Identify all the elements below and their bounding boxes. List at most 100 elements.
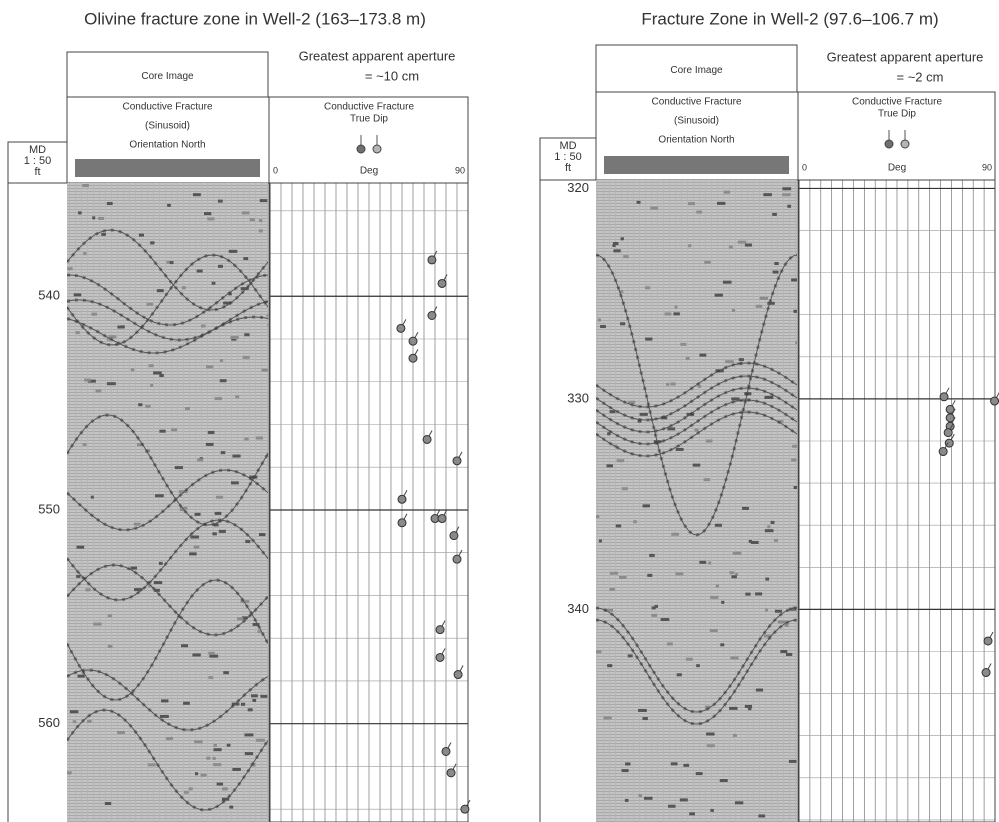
tadpole: [438, 515, 446, 523]
fracture-header: Conductive Fracture: [651, 97, 741, 108]
core-speckle: [620, 322, 625, 325]
core-speckle: [194, 546, 200, 549]
core-speckle: [623, 255, 628, 258]
core-speckle: [197, 459, 203, 462]
core-speckle: [645, 338, 652, 341]
tadpole: [398, 519, 406, 527]
core-speckle: [85, 588, 90, 591]
core-speckle: [195, 513, 201, 516]
core-speckle: [213, 763, 221, 766]
core-speckle: [145, 405, 150, 408]
tadpole: [991, 397, 999, 405]
core-speckle: [204, 212, 211, 215]
core-speckle: [223, 671, 229, 674]
core-speckle: [774, 262, 778, 265]
core-speckle: [696, 772, 703, 775]
tadpole: [428, 312, 436, 320]
core-speckle: [192, 653, 200, 656]
core-speckle: [159, 430, 165, 433]
core-speckle: [729, 246, 733, 249]
core-speckle: [607, 664, 612, 667]
core-speckle: [207, 217, 214, 220]
fracture-header: Conductive Fracture: [122, 102, 212, 113]
core-speckle: [778, 620, 786, 623]
core-speckle: [667, 642, 673, 645]
core-speckle: [248, 708, 253, 711]
core-speckle: [689, 812, 695, 815]
core-speckle: [637, 201, 641, 204]
core-speckle: [245, 540, 250, 543]
core-speckle: [232, 455, 240, 458]
core-speckle: [195, 772, 198, 775]
core-speckle: [742, 507, 749, 510]
core-speckle: [159, 562, 163, 565]
core-speckle: [792, 445, 798, 448]
core-speckle: [252, 699, 256, 702]
core-speckle: [201, 774, 207, 777]
core-speckle: [670, 382, 675, 385]
core-speckle: [609, 588, 615, 591]
core-speckle: [76, 331, 80, 334]
core-speckle: [738, 241, 746, 244]
core-speckle: [771, 521, 775, 524]
core-speckle: [650, 207, 658, 210]
core-speckle: [720, 779, 728, 782]
core-speckle: [169, 261, 173, 264]
core-speckle: [786, 653, 792, 656]
core-speckle: [710, 809, 713, 812]
core-speckle: [212, 532, 216, 535]
core-speckle: [716, 584, 719, 587]
core-speckle: [680, 798, 688, 801]
core-speckle: [621, 237, 624, 240]
core-speckle: [98, 217, 104, 220]
core-speckle: [220, 379, 227, 382]
core-speckle: [78, 675, 85, 678]
tadpole: [453, 555, 461, 563]
core-speckle: [148, 763, 156, 766]
core-speckle: [645, 286, 650, 289]
core-speckle: [763, 193, 771, 196]
core-speckle: [161, 699, 168, 702]
core-header: Core Image: [670, 65, 723, 76]
core-speckle: [154, 581, 162, 584]
core-speckle: [600, 325, 606, 328]
core-speckle: [674, 306, 677, 309]
core-speckle: [785, 624, 789, 627]
core-speckle: [607, 464, 613, 467]
core-speckle: [603, 716, 611, 719]
aperture-note: = ~10 cm: [365, 68, 419, 83]
core-speckle: [189, 552, 197, 555]
tadpole: [436, 626, 444, 634]
y-tick-label: 560: [38, 715, 60, 730]
core-speckle: [175, 466, 183, 469]
core-speckle: [765, 578, 769, 581]
core-speckle: [244, 438, 248, 441]
core-speckle: [208, 676, 213, 679]
core-speckle: [668, 805, 675, 808]
core-speckle: [732, 309, 735, 312]
core-speckle: [259, 229, 263, 232]
core-speckle: [625, 762, 630, 765]
core-speckle: [73, 720, 77, 723]
core-speckle: [216, 496, 223, 499]
core-speckle: [729, 707, 737, 710]
core-speckle: [138, 403, 142, 406]
core-speckle: [671, 762, 678, 765]
core-speckle: [696, 211, 702, 214]
core-speckle: [599, 539, 602, 542]
core-speckle: [193, 193, 201, 196]
core-speckle: [748, 707, 751, 710]
core-speckle: [693, 464, 701, 467]
core-speckle: [243, 257, 248, 260]
core-header: Core Image: [141, 71, 194, 82]
core-speckle: [107, 202, 113, 205]
core-speckle: [70, 710, 78, 713]
core-speckle: [651, 614, 657, 617]
core-speckle: [215, 512, 222, 515]
core-speckle: [671, 533, 679, 536]
core-speckle: [190, 536, 199, 539]
core-speckle: [706, 733, 714, 736]
core-speckle: [101, 233, 106, 236]
fracture-header: (Sinusoid): [674, 116, 719, 127]
core-speckle: [78, 211, 82, 214]
